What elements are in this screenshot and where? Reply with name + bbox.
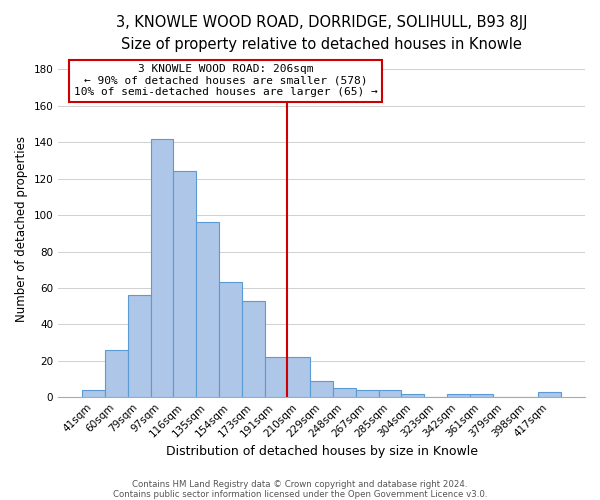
Bar — [219, 282, 242, 397]
Bar — [128, 295, 151, 397]
Bar — [196, 222, 219, 397]
Bar — [333, 388, 356, 397]
X-axis label: Distribution of detached houses by size in Knowle: Distribution of detached houses by size … — [166, 444, 478, 458]
Bar — [356, 390, 379, 397]
Bar — [538, 392, 561, 397]
Bar — [470, 394, 493, 397]
Bar — [447, 394, 470, 397]
Bar — [242, 300, 265, 397]
Text: 3 KNOWLE WOOD ROAD: 206sqm
← 90% of detached houses are smaller (578)
10% of sem: 3 KNOWLE WOOD ROAD: 206sqm ← 90% of deta… — [74, 64, 377, 97]
Bar — [401, 394, 424, 397]
Title: 3, KNOWLE WOOD ROAD, DORRIDGE, SOLIHULL, B93 8JJ
Size of property relative to de: 3, KNOWLE WOOD ROAD, DORRIDGE, SOLIHULL,… — [116, 15, 527, 52]
Bar — [310, 381, 333, 397]
Bar — [265, 357, 287, 397]
Bar — [287, 357, 310, 397]
Text: Contains public sector information licensed under the Open Government Licence v3: Contains public sector information licen… — [113, 490, 487, 499]
Bar — [173, 172, 196, 397]
Bar — [82, 390, 105, 397]
Bar — [379, 390, 401, 397]
Bar — [105, 350, 128, 397]
Bar — [151, 138, 173, 397]
Text: Contains HM Land Registry data © Crown copyright and database right 2024.: Contains HM Land Registry data © Crown c… — [132, 480, 468, 489]
Y-axis label: Number of detached properties: Number of detached properties — [15, 136, 28, 322]
